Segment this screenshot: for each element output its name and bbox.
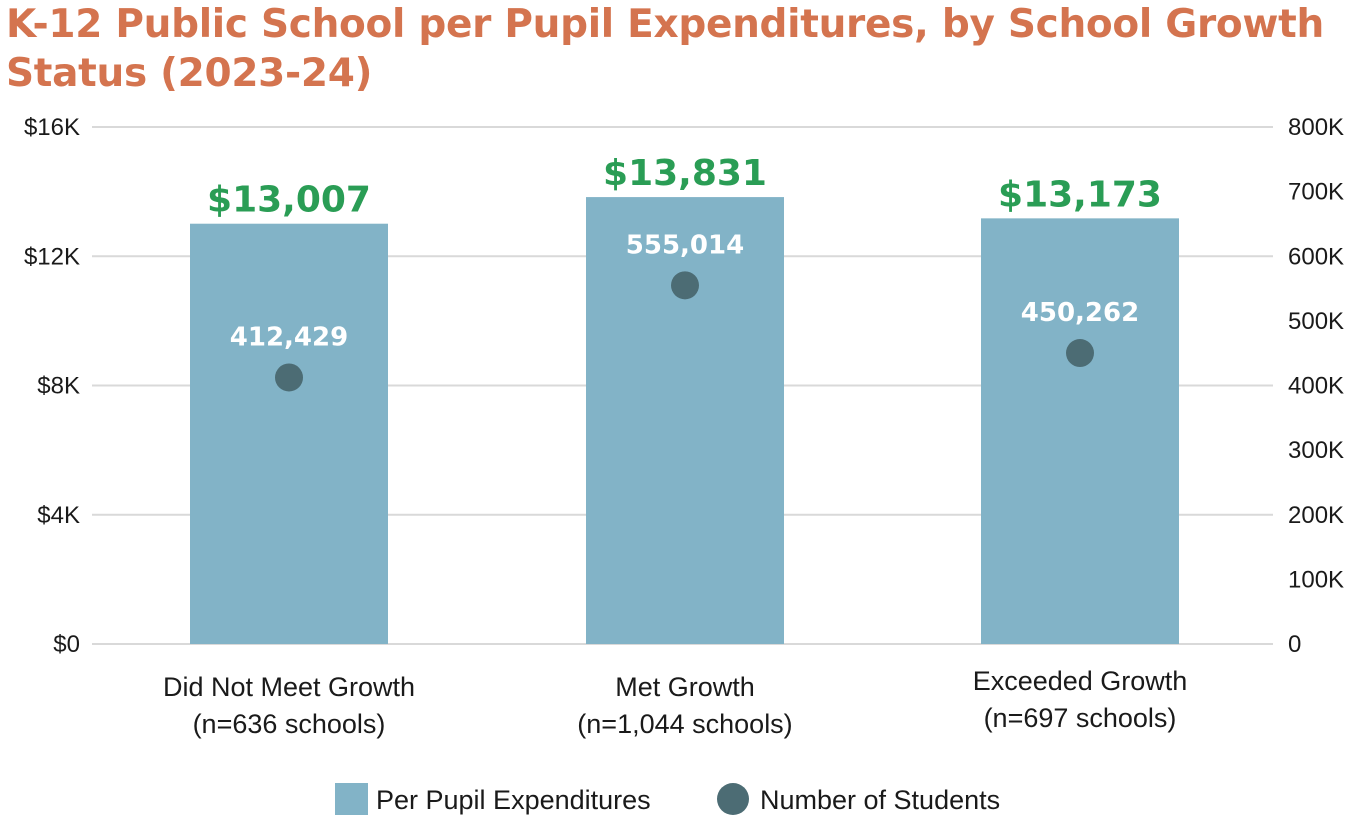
- left-tick-label: $16K: [24, 114, 80, 141]
- bar-value-label: $13,831: [603, 153, 767, 194]
- legend-label-bar: Per Pupil Expenditures: [376, 785, 651, 815]
- x-axis-labels: Did Not Meet Growth (n=636 schools) Met Gr…: [163, 666, 1187, 739]
- category-label: Did Not Meet Growth: [163, 672, 415, 702]
- category-label: Met Growth: [615, 672, 755, 702]
- point: [671, 271, 699, 300]
- point: [275, 363, 303, 392]
- right-tick-label: 500K: [1288, 308, 1344, 335]
- left-tick-label: $8K: [37, 373, 80, 400]
- left-tick-label: $0: [53, 631, 80, 658]
- category-label: Exceeded Growth: [973, 666, 1188, 696]
- bar: [586, 197, 784, 644]
- point: [1066, 339, 1094, 368]
- bar: [981, 218, 1179, 644]
- category-label: (n=697 schools): [984, 703, 1177, 733]
- bars: $13,007 $13,831 $13,173: [190, 153, 1179, 645]
- points: 412,429 555,014 450,262: [230, 230, 1139, 392]
- bar-value-label: $13,173: [998, 174, 1162, 215]
- chart-title: K-12 Public School per Pupil Expenditure…: [6, 2, 1324, 96]
- right-tick-label: 100K: [1288, 566, 1344, 593]
- right-tick-label: 200K: [1288, 502, 1344, 529]
- left-tick-label: $4K: [37, 502, 80, 529]
- category-label: (n=636 schools): [193, 709, 386, 739]
- point-value-label: 555,014: [626, 230, 744, 260]
- point-value-label: 450,262: [1021, 298, 1139, 328]
- right-tick-label: 400K: [1288, 373, 1344, 400]
- left-y-axis: $0 $4K $8K $12K $16K: [24, 114, 80, 658]
- legend: Per Pupil Expenditures Number of Students: [335, 783, 1000, 815]
- bar: [190, 223, 388, 645]
- right-tick-label: 600K: [1288, 243, 1344, 270]
- category-label: (n=1,044 schools): [577, 709, 792, 739]
- right-tick-label: 300K: [1288, 437, 1344, 464]
- right-y-axis: 0 100K 200K 300K 400K 500K 600K 700K 800K: [1288, 114, 1344, 658]
- point-value-label: 412,429: [230, 322, 348, 352]
- legend-swatch-point: [717, 783, 749, 815]
- right-tick-label: 0: [1288, 631, 1301, 658]
- right-tick-label: 700K: [1288, 179, 1344, 206]
- right-tick-label: 800K: [1288, 114, 1344, 141]
- legend-swatch-bar: [335, 783, 368, 815]
- bar-value-label: $13,007: [207, 180, 371, 221]
- left-tick-label: $12K: [24, 243, 80, 270]
- legend-label-point: Number of Students: [760, 785, 1000, 815]
